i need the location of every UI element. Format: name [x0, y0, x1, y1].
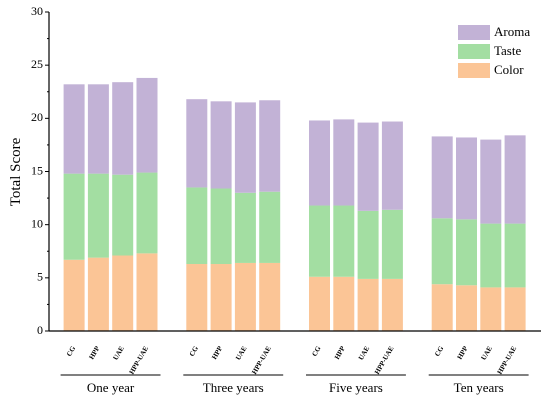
treatment-tick-label: HPP — [456, 344, 470, 361]
y-tick-label: 15 — [31, 163, 43, 177]
y-axis-label: Total Score — [8, 137, 24, 206]
treatment-tick-label: CG — [65, 344, 77, 358]
y-tick-label: 25 — [31, 57, 43, 71]
group-label: Three years — [203, 380, 264, 395]
legend-label-color: Color — [494, 62, 524, 77]
bar-aroma-4-3 — [480, 139, 502, 224]
bar-color-3-3 — [357, 278, 379, 331]
treatment-tick-label: UAE — [234, 345, 248, 362]
group-label: One year — [87, 380, 135, 395]
bar-taste-3-2 — [333, 205, 355, 277]
bar-color-3-4 — [381, 278, 403, 331]
group-label: Ten years — [454, 380, 504, 395]
bar-aroma-3-2 — [333, 119, 355, 206]
y-tick-label: 30 — [31, 4, 43, 18]
bar-color-4-2 — [456, 285, 477, 331]
treatment-tick-label: HPP — [88, 344, 102, 361]
legend-swatch-taste — [458, 44, 490, 59]
bar-aroma-4-1 — [431, 136, 453, 219]
bar-taste-2-3 — [234, 192, 256, 263]
bar-taste-2-1 — [186, 187, 208, 265]
treatment-tick-label: CG — [310, 344, 322, 358]
bar-color-4-4 — [504, 287, 526, 331]
bar-aroma-1-1 — [63, 84, 85, 174]
bar-color-1-4 — [136, 253, 158, 331]
bar-taste-4-3 — [480, 223, 502, 288]
y-tick-label: 10 — [31, 216, 43, 230]
treatment-tick-label: HPP — [333, 344, 347, 361]
treatment-tick-label: HPP-UAE — [250, 345, 273, 376]
bar-aroma-2-2 — [210, 101, 232, 189]
treatment-tick-label: CG — [188, 344, 200, 358]
bar-taste-1-3 — [112, 174, 134, 256]
bar-color-4-3 — [480, 287, 502, 331]
bar-color-2-4 — [259, 262, 281, 331]
bar-taste-4-1 — [431, 218, 453, 285]
bar-color-4-1 — [431, 284, 453, 331]
bar-aroma-1-3 — [112, 82, 134, 175]
y-tick-label: 20 — [31, 110, 43, 124]
bar-color-2-2 — [210, 264, 232, 331]
bar-aroma-3-3 — [357, 122, 379, 211]
treatment-tick-label: HPP — [210, 344, 224, 361]
bar-color-1-1 — [63, 259, 85, 331]
legend-swatch-aroma — [458, 25, 490, 40]
y-tick-label: 5 — [37, 270, 43, 284]
bar-aroma-3-4 — [381, 121, 403, 210]
legend-label-aroma: Aroma — [494, 24, 530, 39]
bar-color-2-1 — [186, 264, 208, 331]
bar-aroma-2-3 — [234, 102, 256, 193]
bar-taste-3-4 — [381, 209, 403, 279]
bar-aroma-3-1 — [309, 120, 330, 206]
bar-color-1-2 — [87, 257, 109, 331]
treatment-tick-label: UAE — [112, 345, 126, 362]
group-label: Five years — [329, 380, 383, 395]
bar-taste-2-2 — [210, 188, 232, 265]
treatment-tick-label: HPP-UAE — [496, 345, 519, 376]
bar-aroma-4-2 — [456, 137, 477, 220]
bar-aroma-1-2 — [87, 84, 109, 174]
legend-label-taste: Taste — [494, 43, 521, 58]
bar-color-3-2 — [333, 276, 355, 331]
bar-taste-1-4 — [136, 172, 158, 254]
y-tick-label: 0 — [37, 323, 43, 337]
bar-taste-4-4 — [504, 223, 526, 288]
bar-color-1-3 — [112, 255, 134, 331]
bar-taste-2-4 — [259, 191, 281, 263]
treatment-tick-label: HPP-UAE — [128, 345, 151, 376]
bar-taste-3-1 — [309, 205, 330, 277]
bar-taste-1-1 — [63, 173, 85, 260]
treatment-tick-label: UAE — [480, 345, 494, 362]
bar-color-2-3 — [234, 262, 256, 331]
legend-swatch-color — [458, 63, 490, 78]
bar-aroma-1-4 — [136, 77, 158, 173]
treatment-tick-label: HPP-UAE — [373, 345, 396, 376]
bar-aroma-4-4 — [504, 135, 526, 224]
bar-aroma-2-1 — [186, 99, 208, 188]
treatment-tick-label: CG — [433, 344, 445, 358]
bar-taste-3-3 — [357, 210, 379, 279]
bar-taste-1-2 — [87, 173, 109, 258]
bar-taste-4-2 — [456, 219, 477, 286]
bar-aroma-2-4 — [259, 100, 281, 192]
bar-color-3-1 — [309, 276, 330, 331]
treatment-tick-label: UAE — [357, 345, 371, 362]
